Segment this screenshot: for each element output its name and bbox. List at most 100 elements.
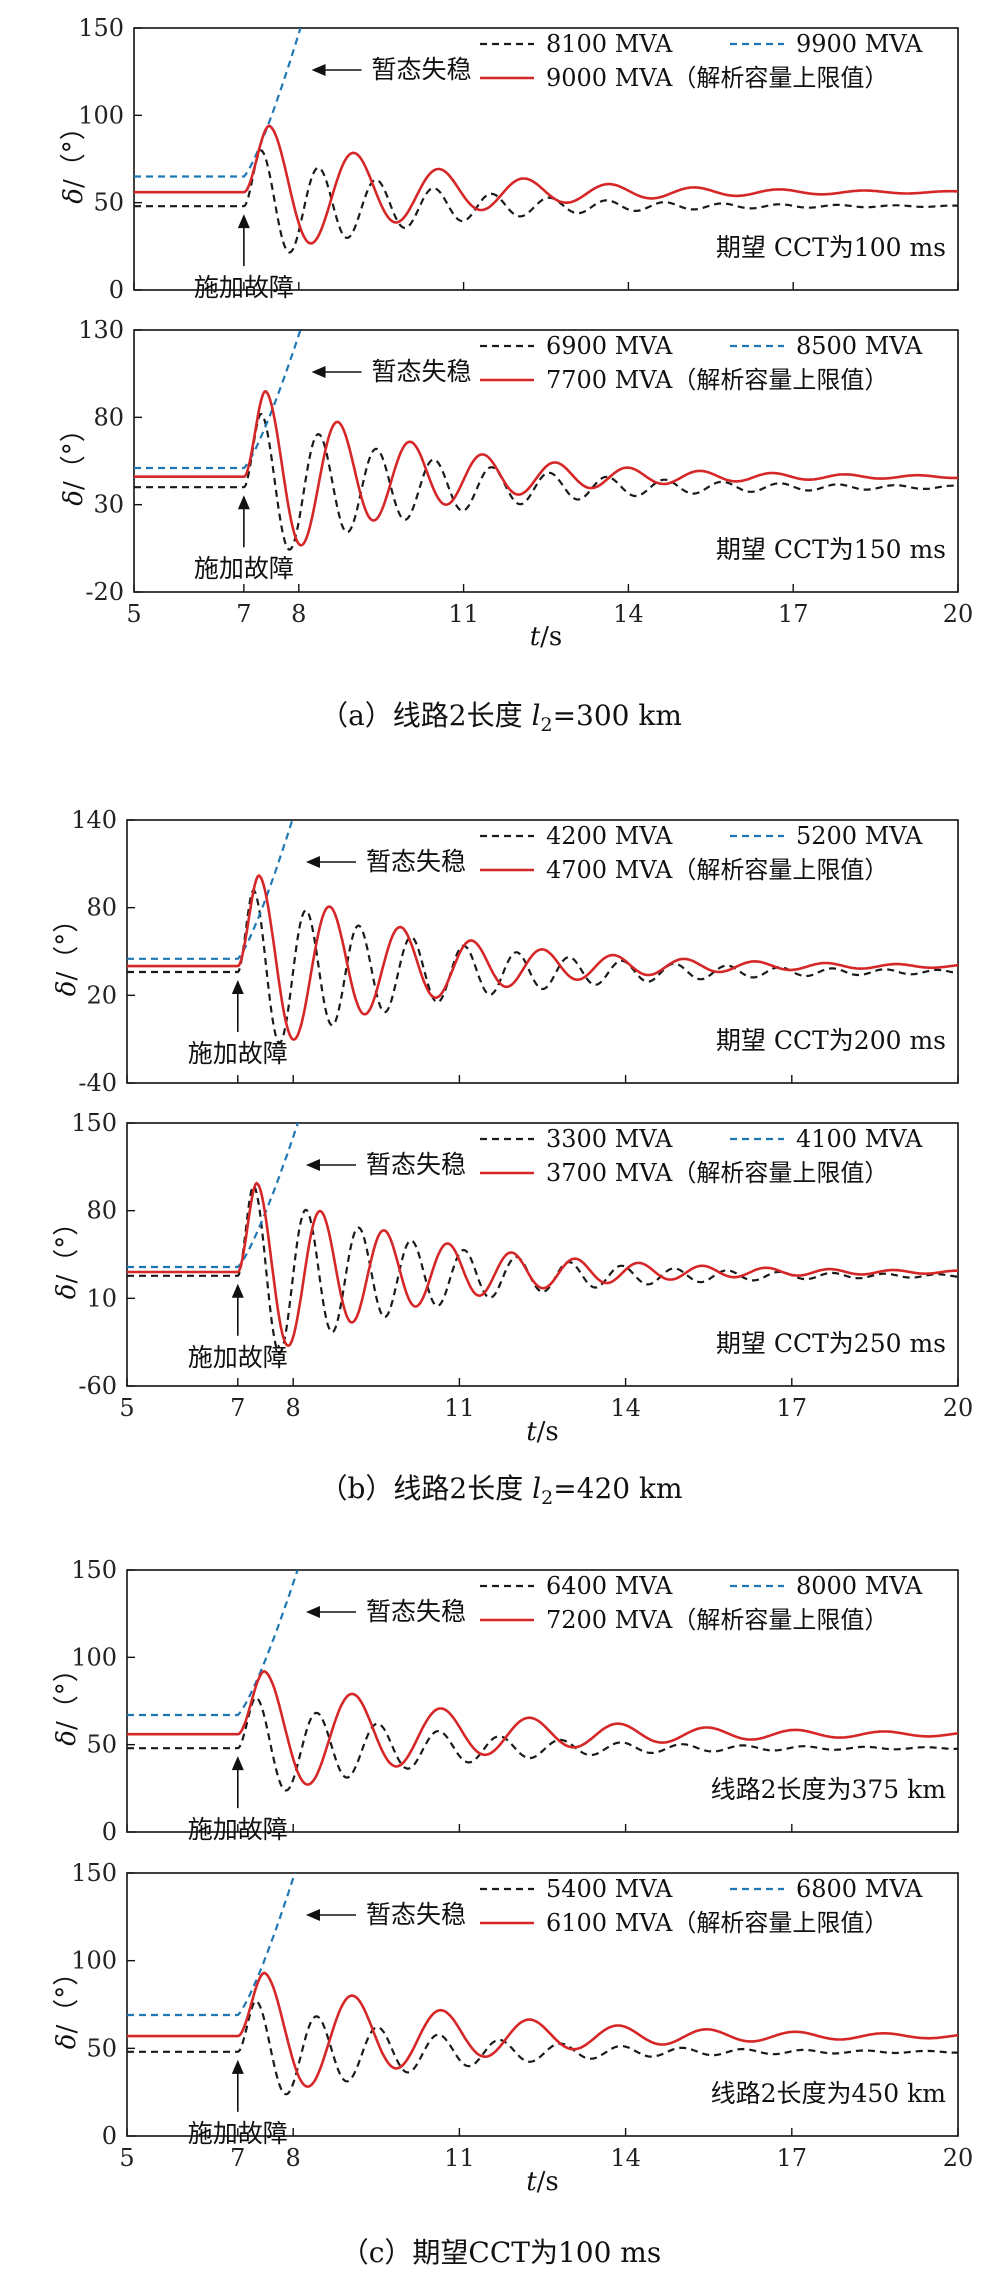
chart-panel-2: -20 30 80 130 5 7 8 11 14 17 20 δ/（°） t/s 6900 MVA 850… (59, 316, 973, 652)
y-axis-label: δ/（°） (52, 1656, 82, 1745)
legend-label: 8500 MVA (796, 332, 923, 360)
x-axis-label: t/s (530, 622, 563, 652)
unstable-arrow-head (305, 856, 320, 868)
x-tick-label: 11 (444, 2144, 475, 2172)
plot-frame (133, 329, 959, 593)
panel-annotation: 线路2长度为375 km (711, 1775, 947, 1804)
unstable-arrow-head (311, 366, 326, 378)
series-line-blue (134, 28, 302, 178)
caption-a: （a）线路2长度 l2=300 km (320, 699, 682, 736)
series-line-black (127, 1184, 958, 1355)
plot-frame (126, 1569, 959, 1833)
series-line-red (127, 874, 958, 1041)
legend-label: 9000 MVA（解析容量上限值） (546, 64, 888, 92)
fault-arrow-head (237, 495, 250, 510)
y-tick-label: 50 (86, 1731, 117, 1759)
x-tick-label: 11 (444, 1394, 475, 1422)
series-line-black (127, 1999, 958, 2096)
legend-label: 4200 MVA (546, 822, 673, 850)
legend-label: 6900 MVA (546, 332, 673, 360)
fault-label: 施加故障 (194, 273, 294, 302)
chart-panel-6: 0 50 100 150 5 7 8 11 14 17 20 δ/（°） t/s 5400 MVA 6800… (52, 1859, 973, 2197)
x-axis-label: t/s (526, 2167, 559, 2197)
legend-label: 5400 MVA (546, 1875, 673, 1903)
fault-label: 施加故障 (188, 2119, 288, 2148)
x-tick-label: 5 (126, 600, 141, 628)
chart-panel-4: -60 10 80 150 5 7 8 11 14 17 20 δ/（°） t/s 3300 MVA 410… (52, 1109, 973, 1447)
plot-frame (126, 819, 959, 1084)
series-line-red (127, 1669, 958, 1786)
series-line-blue (127, 1123, 300, 1269)
legend-label: 9900 MVA (796, 30, 923, 58)
y-tick-label: -20 (85, 578, 124, 606)
x-tick-label: 5 (119, 1394, 134, 1422)
fault-label: 施加故障 (188, 1039, 288, 1068)
fault-arrow-head (231, 1756, 244, 1771)
legend-label: 6400 MVA (546, 1572, 673, 1600)
unstable-label: 暂态失稳 (372, 55, 472, 84)
legend-label: 5200 MVA (796, 822, 923, 850)
x-tick-label: 14 (610, 1394, 641, 1422)
unstable-label: 暂态失稳 (366, 1900, 466, 1929)
legend-label: 7200 MVA（解析容量上限值） (546, 1606, 888, 1634)
y-tick-label: 10 (86, 1284, 117, 1312)
fault-arrow-head (231, 1283, 244, 1298)
legend-label: 3700 MVA（解析容量上限值） (546, 1159, 888, 1187)
plot-frame (133, 27, 959, 291)
x-axis-label: t/s (526, 1417, 559, 1447)
y-tick-label: -40 (78, 1069, 117, 1097)
legend-label: 6100 MVA（解析容量上限值） (546, 1909, 888, 1937)
caption-b: （b）线路2长度 l2=420 km (319, 1472, 682, 1509)
panel-annotation: 期望 CCT为200 ms (716, 1026, 946, 1055)
x-tick-label: 14 (610, 2144, 641, 2172)
panel-annotation: 线路2长度为450 km (711, 2079, 947, 2108)
legend-label: 7700 MVA（解析容量上限值） (546, 366, 888, 394)
series-line-red (127, 1181, 958, 1347)
series-line-red (134, 124, 958, 245)
series-line-red (127, 1971, 958, 2088)
x-tick-label: 17 (777, 1394, 808, 1422)
panel-annotation: 期望 CCT为100 ms (716, 233, 946, 262)
unstable-arrow-head (311, 64, 326, 76)
y-tick-label: 50 (93, 189, 124, 217)
series-line-blue (127, 820, 294, 960)
panel-annotation: 期望 CCT为150 ms (716, 535, 946, 564)
fault-label: 施加故障 (188, 1815, 288, 1844)
y-tick-label: 100 (71, 1947, 117, 1975)
unstable-arrow-head (305, 1909, 320, 1921)
y-tick-label: 150 (71, 1556, 117, 1584)
y-tick-label: 30 (93, 491, 124, 519)
y-tick-label: 130 (78, 316, 124, 344)
x-tick-label: 7 (230, 2144, 245, 2172)
unstable-label: 暂态失稳 (372, 357, 472, 386)
x-tick-label: 5 (119, 2144, 134, 2172)
y-tick-label: 50 (86, 2034, 117, 2062)
panel-annotation: 期望 CCT为250 ms (716, 1329, 946, 1358)
y-tick-label: 100 (78, 101, 124, 129)
unstable-label: 暂态失稳 (366, 1150, 466, 1179)
y-tick-label: 100 (71, 1643, 117, 1671)
x-tick-label: 17 (778, 600, 809, 628)
caption-c: （c）期望CCT为100 ms (341, 2236, 661, 2269)
y-axis-label: δ/（°） (52, 907, 82, 996)
unstable-arrow-head (305, 1159, 320, 1171)
unstable-label: 暂态失稳 (366, 1597, 466, 1626)
x-tick-label: 8 (286, 1394, 301, 1422)
fault-arrow-head (231, 2059, 244, 2074)
series-line-black (127, 1696, 958, 1792)
series-line-blue (127, 1873, 296, 2017)
y-tick-label: 80 (93, 403, 124, 431)
x-tick-label: 14 (613, 600, 644, 628)
y-tick-label: 80 (86, 894, 117, 922)
y-tick-label: 0 (102, 2122, 117, 2150)
series-line-black (127, 888, 958, 1045)
fault-arrow-head (237, 214, 250, 229)
series-line-red (134, 389, 958, 547)
fault-label: 施加故障 (188, 1343, 288, 1372)
x-tick-label: 17 (777, 2144, 808, 2172)
y-tick-label: 80 (86, 1197, 117, 1225)
legend-label: 8100 MVA (546, 30, 673, 58)
x-tick-label: 7 (230, 1394, 245, 1422)
y-axis-label: δ/（°） (59, 114, 89, 203)
